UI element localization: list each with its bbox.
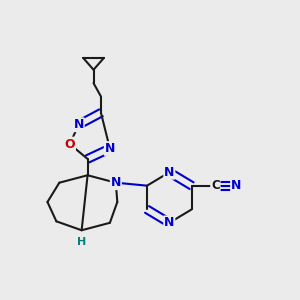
Text: N: N: [164, 166, 175, 179]
Text: N: N: [164, 216, 175, 229]
Text: N: N: [105, 142, 115, 155]
Text: H: H: [77, 237, 86, 247]
Text: O: O: [64, 138, 75, 151]
Text: N: N: [74, 118, 84, 131]
Text: C: C: [211, 179, 220, 192]
Text: N: N: [231, 179, 242, 192]
Text: N: N: [111, 176, 121, 189]
